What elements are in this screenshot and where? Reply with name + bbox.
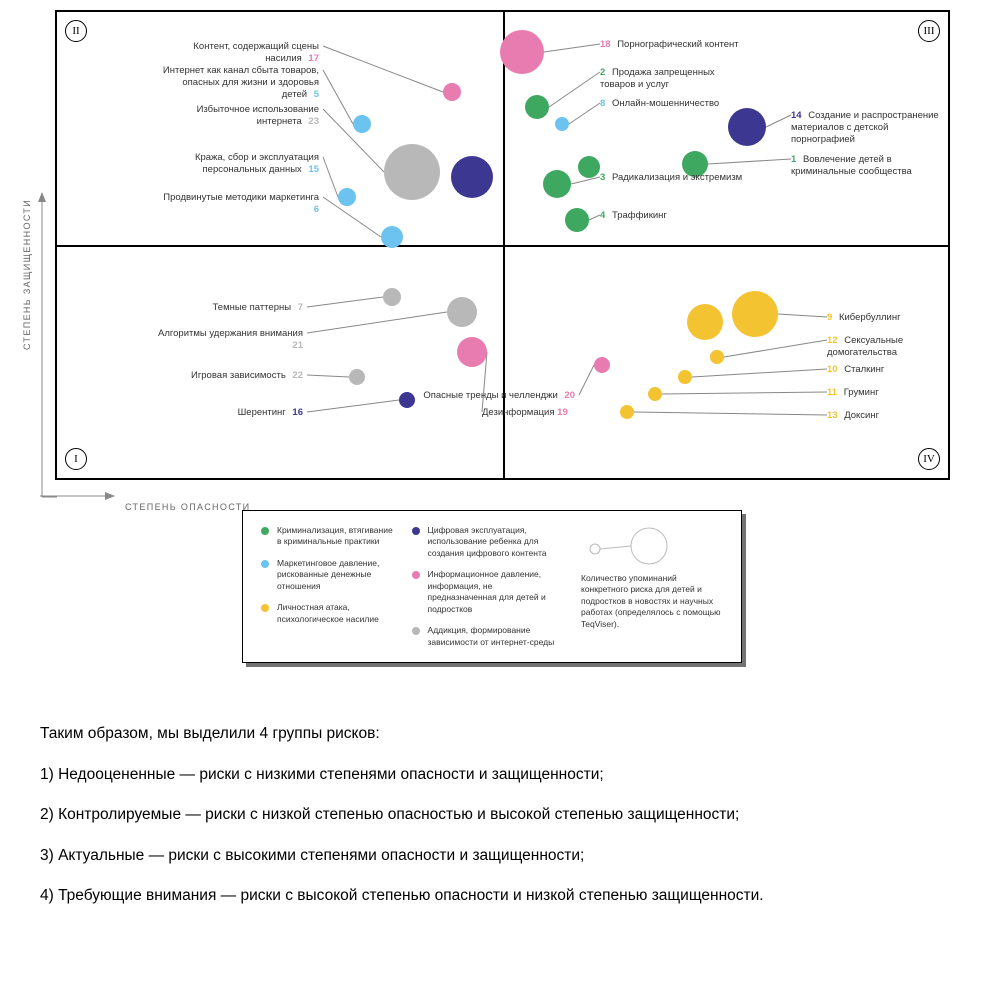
quadrant-label-tl: II — [65, 20, 87, 42]
legend-item-text: Криминализация, втягивание в криминальны… — [277, 525, 394, 548]
risk-bubble-20 — [594, 357, 610, 373]
risk-label-3: 3 Радикализация и экстремизм — [600, 172, 742, 184]
risk-label-13: 13 Доксинг — [827, 410, 879, 422]
risk-label-14: 14 Создание и распространение материалов… — [791, 110, 941, 146]
body-text: Таким образом, мы выделили 4 группы риск… — [40, 723, 944, 907]
legend-item: Криминализация, втягивание в криминальны… — [261, 525, 394, 548]
risk-bubble-10 — [678, 370, 692, 384]
risk-bubble-14 — [728, 108, 766, 146]
risk-label-19: Дезинформация 19 — [482, 407, 572, 419]
risk-label-21: Алгоритмы удержания внимания 21 — [143, 328, 303, 352]
risk-label-18: 18 Порнографический контент — [600, 39, 739, 51]
risk-label-23: Избыточное использование интернета 23 — [159, 104, 319, 128]
risk-bubble-8 — [555, 117, 569, 131]
legend-dot-icon — [412, 627, 420, 635]
legend-item-text: Информационное давление, информация, не … — [428, 569, 563, 615]
intro-paragraph: Таким образом, мы выделили 4 группы риск… — [40, 723, 944, 745]
risk-bubble-17 — [443, 83, 461, 101]
quadrant-label-tr: III — [918, 20, 940, 42]
risk-label-10: 10 Сталкинг — [827, 364, 884, 376]
risk-bubble-4 — [565, 208, 589, 232]
legend-item: Аддикция, формирование зависимости от ин… — [412, 625, 563, 648]
legend-item: Цифровая эксплуатация, использование реб… — [412, 525, 563, 559]
risk-group-2: 2) Контролируемые — риски с низкой степе… — [40, 804, 944, 826]
risk-group-4: 4) Требующие внимания — риски с высокой … — [40, 885, 944, 907]
legend-item: Информационное давление, информация, не … — [412, 569, 563, 615]
legend-size-text: Количество упоминаний конкретного риска … — [581, 573, 723, 630]
risk-label-1: 1 Вовлечение детей в криминальные сообще… — [791, 154, 941, 178]
risk-bubble-3 — [543, 170, 571, 198]
legend-dot-icon — [412, 571, 420, 579]
risk-bubble-22 — [349, 369, 365, 385]
risk-label-7: Темные паттерны 7 — [213, 302, 303, 314]
x-axis-label: СТЕПЕНЬ ОПАСНОСТИ — [125, 502, 250, 512]
risk-label-9: 9 Кибербуллинг — [827, 312, 901, 324]
legend-column-1: Криминализация, втягивание в криминальны… — [261, 525, 394, 648]
risk-bubble-16 — [399, 392, 415, 408]
legend-item: Личностная атака, психологическое насили… — [261, 602, 394, 625]
chart-plot-area: II III I IV Контент, содержащий сцены на… — [55, 10, 950, 480]
risk-bubble-3b — [578, 156, 600, 178]
legend-dot-icon — [261, 560, 269, 568]
legend-size-visual — [581, 525, 723, 567]
risk-bubble-21 — [447, 297, 477, 327]
risk-bubble-2 — [525, 95, 549, 119]
y-axis-label: СТЕПЕНЬ ЗАЩИЩЕННОСТИ — [22, 199, 32, 350]
legend-column-size: Количество упоминаний конкретного риска … — [581, 525, 723, 648]
risk-bubble-9 — [732, 291, 778, 337]
legend-item-text: Аддикция, формирование зависимости от ин… — [428, 625, 563, 648]
risk-bubble-9b — [687, 304, 723, 340]
risk-bubble-11 — [648, 387, 662, 401]
risk-bubble-6 — [381, 226, 403, 248]
legend-item-text: Личностная атака, психологическое насили… — [277, 602, 394, 625]
risk-label-2: 2 Продажа запрещенных товаров и услуг — [600, 67, 750, 91]
risk-label-4: 4 Траффикинг — [600, 210, 667, 222]
legend-dot-icon — [261, 527, 269, 535]
quadrant-label-bl: I — [65, 448, 87, 470]
risk-bubble-7 — [383, 288, 401, 306]
risk-label-11: 11 Груминг — [827, 387, 879, 399]
risk-bubble-13 — [620, 405, 634, 419]
risk-bubble-23 — [384, 144, 440, 200]
risk-label-12: 12 Сексуальные домогательства — [827, 335, 948, 359]
legend-item: Маркетинговое давление, рискованные дене… — [261, 558, 394, 592]
risk-group-3: 3) Актуальные — риски с высокими степеня… — [40, 845, 944, 867]
risk-label-8: 8 Онлайн-мошенничество — [600, 98, 719, 110]
legend-dot-icon — [261, 604, 269, 612]
risk-label-17: Контент, содержащий сцены насилия 17 — [159, 41, 319, 65]
risk-bubble-18 — [500, 30, 544, 74]
risk-label-22: Игровая зависимость 22 — [191, 370, 303, 382]
risk-group-1: 1) Недооцененные — риски с низкими степе… — [40, 764, 944, 786]
quadrant-chart: II III I IV Контент, содержащий сцены на… — [55, 10, 954, 480]
legend-column-2: Цифровая эксплуатация, использование реб… — [412, 525, 563, 648]
legend: Криминализация, втягивание в криминальны… — [242, 510, 742, 663]
quadrant-label-br: IV — [918, 448, 940, 470]
legend-dot-icon — [412, 527, 420, 535]
risk-label-5: Интернет как канал сбыта товаров, опасны… — [159, 65, 319, 101]
risk-bubble-12 — [710, 350, 724, 364]
risk-bubble-5 — [353, 115, 371, 133]
risk-bubble-23b — [451, 156, 493, 198]
risk-label-16: Шерентинг 16 — [238, 407, 303, 419]
legend-item-text: Цифровая эксплуатация, использование реб… — [428, 525, 563, 559]
risk-label-20: Опасные тренды и челленджи 20 — [423, 390, 575, 402]
risk-label-15: Кража, сбор и эксплуатация персональных … — [159, 152, 319, 176]
risk-label-6: Продвинутые методики маркетинга 6 — [159, 192, 319, 216]
x-arrow — [40, 489, 120, 509]
legend-item-text: Маркетинговое давление, рискованные дене… — [277, 558, 394, 592]
risk-bubble-19 — [457, 337, 487, 367]
risk-bubble-15 — [338, 188, 356, 206]
